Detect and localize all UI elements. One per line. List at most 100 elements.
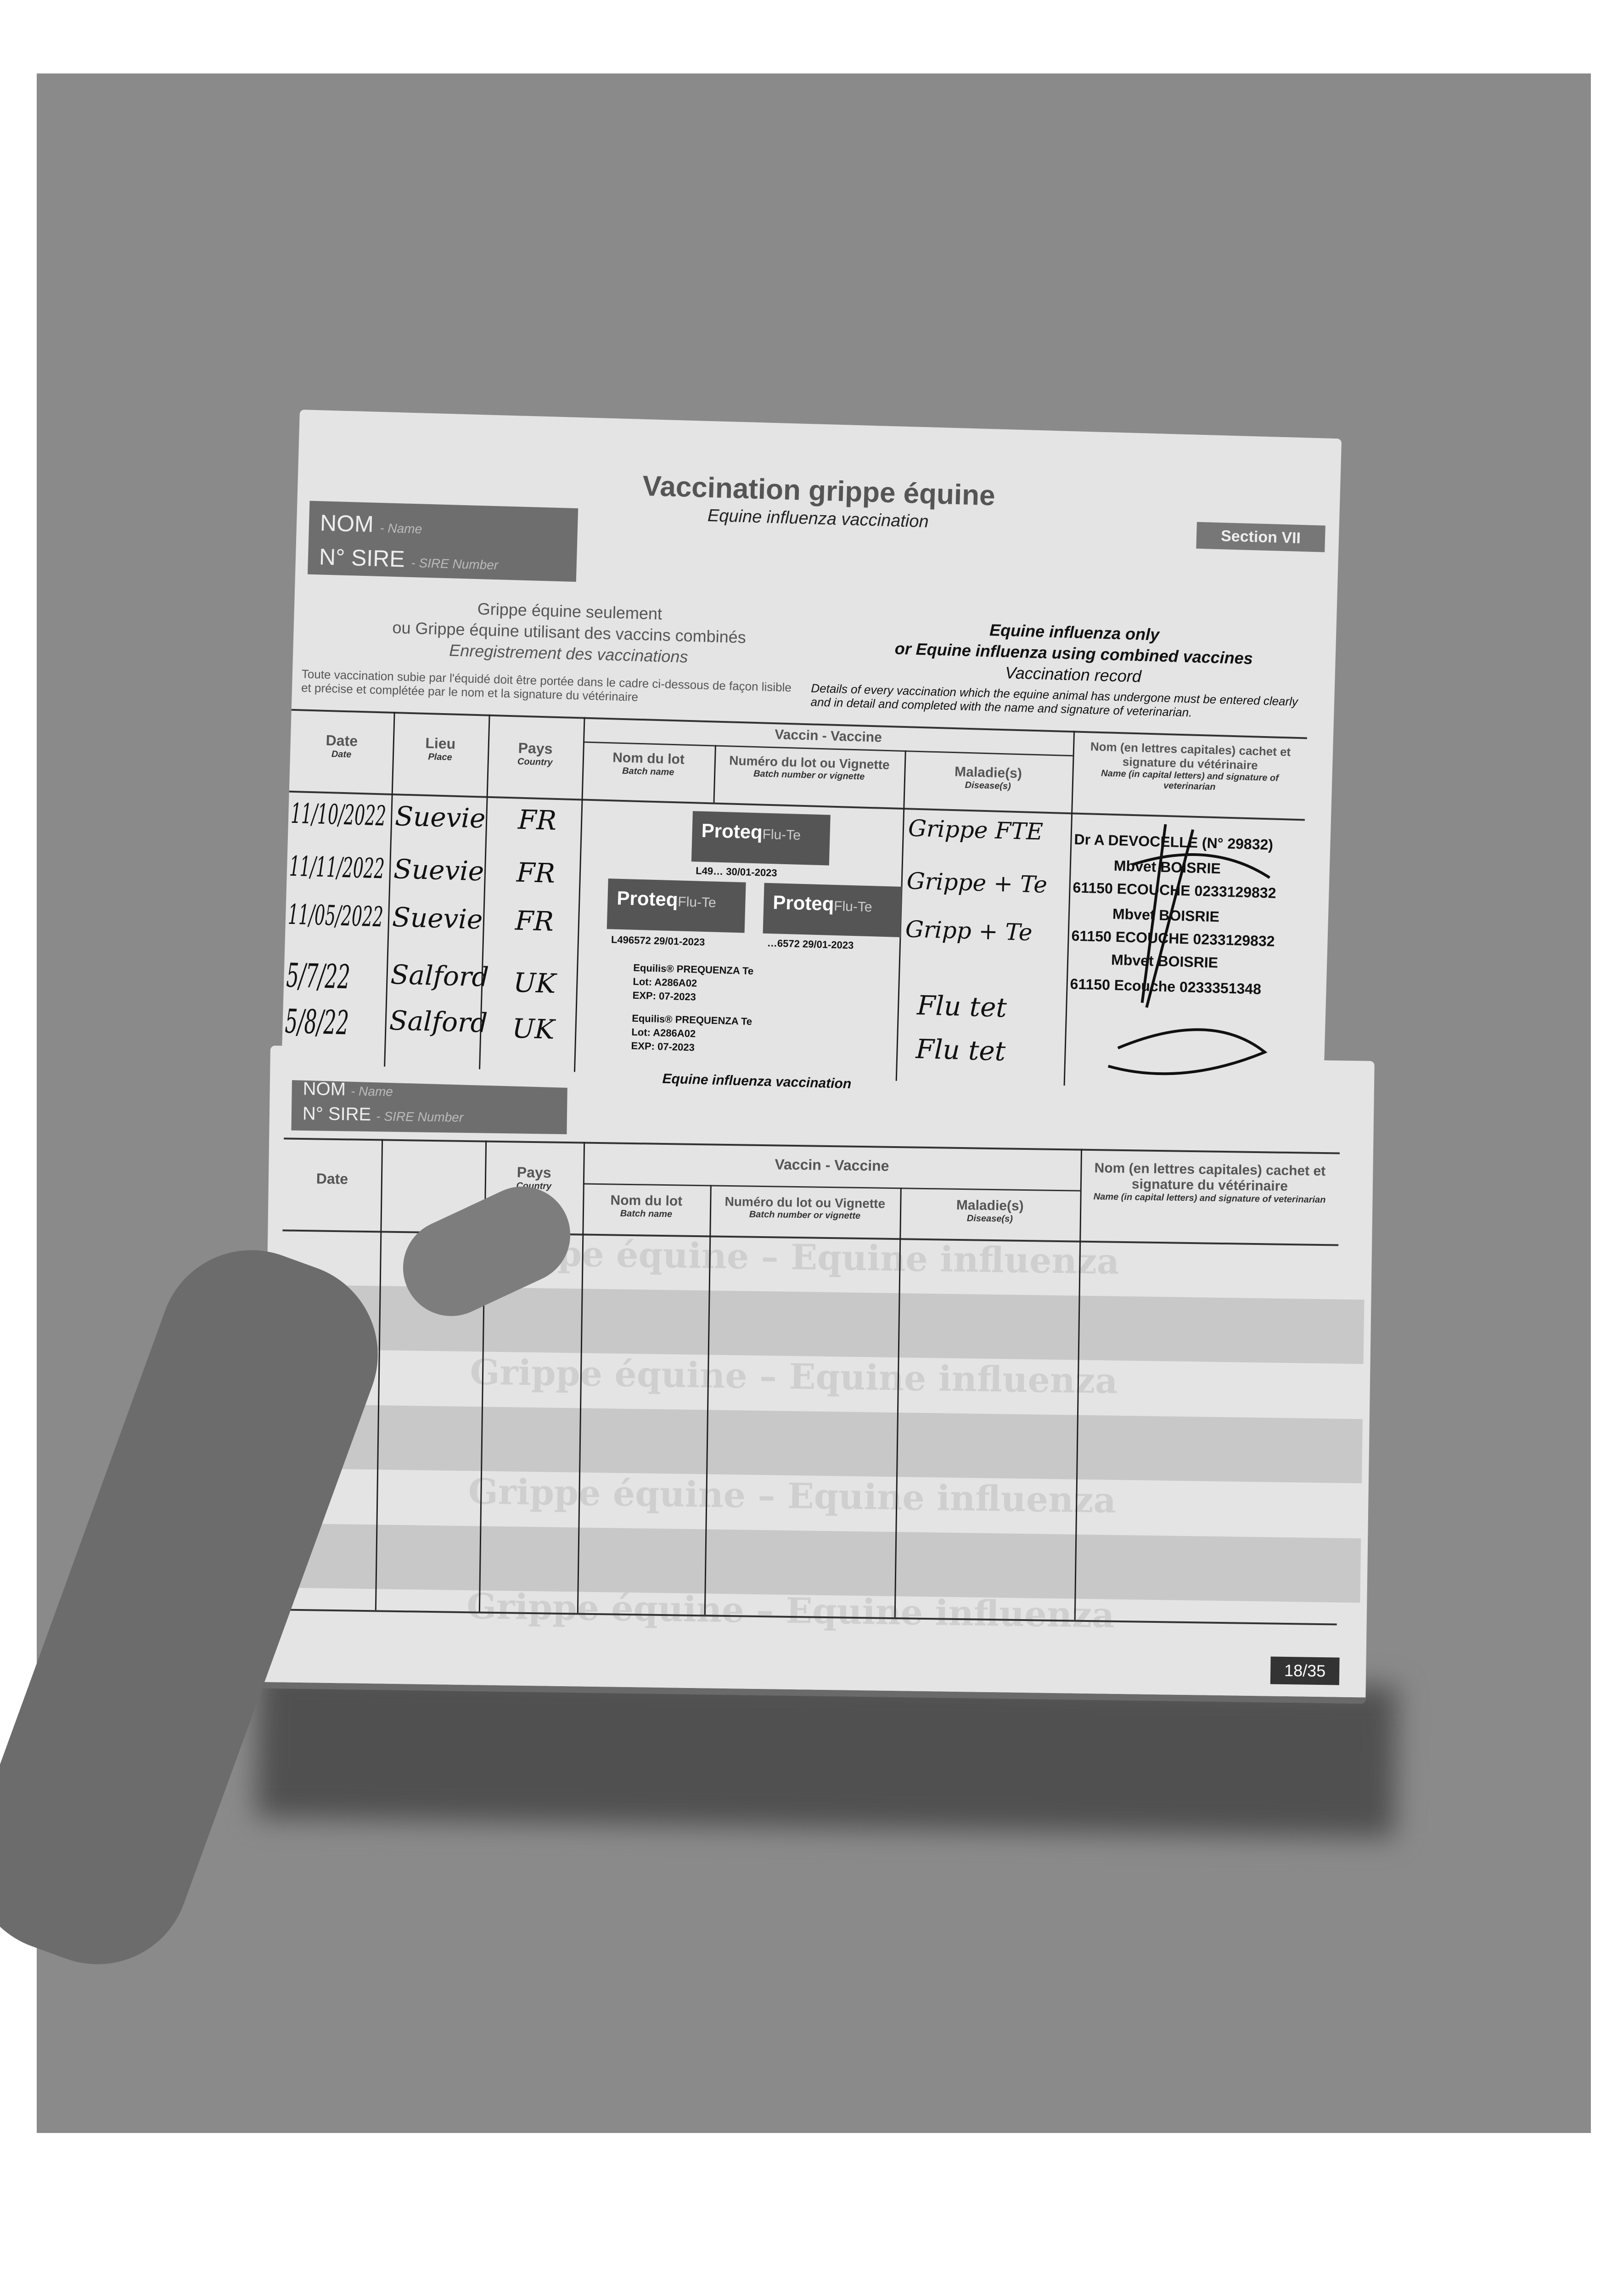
header-vaccin: Vaccin - Vaccine <box>775 1156 889 1174</box>
nom-label: NOM <box>303 1078 346 1100</box>
header-lot: Nom du lot Batch name <box>583 1193 710 1221</box>
row-pays: UK <box>511 1013 555 1046</box>
page-footer: Equine influenza vaccination <box>662 1071 852 1092</box>
nom-label-en: - Name <box>380 520 422 536</box>
row-maladie: Grippe + Te <box>906 867 1048 898</box>
nom-label-en: - Name <box>350 1084 393 1099</box>
sticker-exp: 30/01-2023 <box>725 866 777 879</box>
top-page: Vaccination grippe équine Equine influen… <box>281 410 1342 1109</box>
vaccine-sticker: ProteqFlu-Te <box>607 878 746 933</box>
row-maladie: Gripp + Te <box>905 916 1033 946</box>
equilis-sticker: Equilis® PREQUENZA Te Lot: A286A02 EXP: 07… <box>632 961 753 1006</box>
header-vet: Nom (en lettres capitales) cachet et sig… <box>1077 739 1303 795</box>
header-maladie-fr: Maladie(s) <box>954 764 1022 782</box>
header-pays-fr: Pays <box>517 1164 551 1181</box>
header-vaccin: Vaccin - Vaccine <box>774 727 882 745</box>
header-date: Date <box>316 1170 348 1187</box>
sticker-brand: Proteq <box>616 887 679 911</box>
header-date-en: Date <box>331 749 352 760</box>
vaccine-sticker: ProteqFlu-Te <box>763 883 902 937</box>
sticker-lot: …6572 <box>767 937 800 950</box>
row-lieu: Suevie <box>393 853 485 887</box>
row-maladie: Flu tet <box>916 990 1007 1024</box>
row-date: 11/10/2022 <box>290 797 387 833</box>
header-lot-en: Batch name <box>622 765 674 778</box>
header-vet-fr: Nom (en lettres capitales) cachet et sig… <box>1094 1160 1326 1194</box>
row-lieu: Suevie <box>392 901 483 935</box>
header-maladie: Maladie(s) Disease(s) <box>900 1197 1080 1225</box>
header-num-en: Batch number or vignette <box>749 1209 861 1221</box>
table-border <box>583 1183 1080 1192</box>
header-lot-en: Batch name <box>620 1208 673 1220</box>
header-pays: Pays Country <box>487 739 583 769</box>
header-lot: Nom du lot Batch name <box>582 749 714 779</box>
table-border <box>284 1137 1340 1154</box>
equilis-lot: A286A02 <box>654 976 697 989</box>
header-lieu: Lieu Place <box>393 734 489 764</box>
bottom-page: NOM - Name N° SIRE - SIRE Number Grippe … <box>261 1046 1375 1704</box>
sire-label-en: - SIRE Number <box>376 1109 464 1125</box>
header-maladie-en: Disease(s) <box>966 1213 1013 1224</box>
page-number: 18/35 <box>1270 1656 1340 1685</box>
vet-signature <box>1107 824 1271 1075</box>
lot-label: Lot: <box>633 975 652 988</box>
sticker-product: Flu-Te <box>677 894 717 911</box>
header-lot-fr: Nom du lot <box>612 750 685 767</box>
row-maladie: Grippe FTE <box>908 815 1044 845</box>
sticker-brand: Proteq <box>701 819 763 843</box>
sticker-lot: L496572 <box>611 934 651 946</box>
sticker-product: Flu-Te <box>762 827 801 843</box>
french-intro: Grippe équine seulement ou Grippe équine… <box>362 595 777 670</box>
equilis-exp: 07-2023 <box>657 1041 695 1053</box>
sire-label: N° SIRE <box>319 544 405 572</box>
row-pays: FR <box>516 856 556 889</box>
header-pays-fr: Pays <box>518 739 553 757</box>
nom-label: NOM <box>320 510 374 537</box>
row-lieu: Salford <box>388 1004 488 1039</box>
name-sire-box: NOM - Name N° SIRE - SIRE Number <box>307 501 578 582</box>
sticker-brand: Proteq <box>772 891 835 915</box>
row-lieu: Suevie <box>394 800 486 834</box>
header-vet-en: Name (in capital letters) and signature … <box>1101 768 1279 793</box>
row-maladie: Flu tet <box>915 1033 1006 1067</box>
sticker-product: Flu-Te <box>833 898 873 915</box>
header-lieu-en: Place <box>428 752 452 763</box>
row-date: 5/7/22 <box>286 956 351 996</box>
header-num: Numéro du lot ou Vignette Batch number or… <box>710 1194 900 1222</box>
row-date: 11/05/2022 <box>287 898 384 934</box>
section-badge: Section VII <box>1196 522 1325 552</box>
sticker-lot-exp: L496572 29/01-2023 <box>611 933 705 949</box>
header-vet-en: Name (in capital letters) and signature … <box>1093 1192 1326 1205</box>
sticker-lot-exp: …6572 29/01-2023 <box>767 936 854 952</box>
row-date: 5/8/22 <box>284 1002 349 1042</box>
sticker-exp: 29/01-2023 <box>653 934 705 948</box>
sire-label-en: - SIRE Number <box>410 555 499 573</box>
lot-label: Lot: <box>631 1026 651 1038</box>
header-lieu-fr: Lieu <box>425 734 456 752</box>
header-vet-fr: Nom (en lettres capitales) cachet et sig… <box>1090 739 1291 772</box>
row-pays: FR <box>515 905 554 937</box>
sticker-lot-exp: L49… 30/01-2023 <box>696 864 777 880</box>
sticker-exp: 29/01-2023 <box>802 938 854 951</box>
header-maladie-en: Disease(s) <box>965 780 1011 792</box>
french-note: Toute vaccination subie par l'équidé doi… <box>301 667 792 704</box>
header-maladie: Maladie(s) Disease(s) <box>904 763 1072 793</box>
vaccine-sticker: ProteqFlu-Te <box>691 811 831 866</box>
equilis-exp: 07-2023 <box>658 990 696 1003</box>
header-pays-en: Country <box>517 756 553 768</box>
row-pays: UK <box>513 967 556 1000</box>
exp-label: EXP: <box>631 1040 655 1052</box>
equilis-sticker: Equilis® PREQUENZA Te Lot: A286A02 EXP: 07… <box>631 1012 752 1056</box>
sire-label: N° SIRE <box>302 1103 371 1125</box>
equilis-lot: A286A02 <box>652 1027 696 1040</box>
row-date: 11/11/2022 <box>289 850 385 885</box>
header-date: Date Date <box>290 731 393 761</box>
english-intro: Equine influenza only or Equine influenz… <box>843 615 1304 692</box>
header-num-fr: Numéro du lot ou Vignette <box>724 1194 886 1211</box>
sticker-lot: L49… <box>695 865 724 878</box>
row-lieu: Salford <box>390 959 489 993</box>
header-lot-fr: Nom du lot <box>610 1193 683 1209</box>
header-date-fr: Date <box>326 732 358 749</box>
header-vet: Nom (en lettres capitales) cachet et sig… <box>1090 1160 1329 1205</box>
row-pays: FR <box>517 804 557 836</box>
